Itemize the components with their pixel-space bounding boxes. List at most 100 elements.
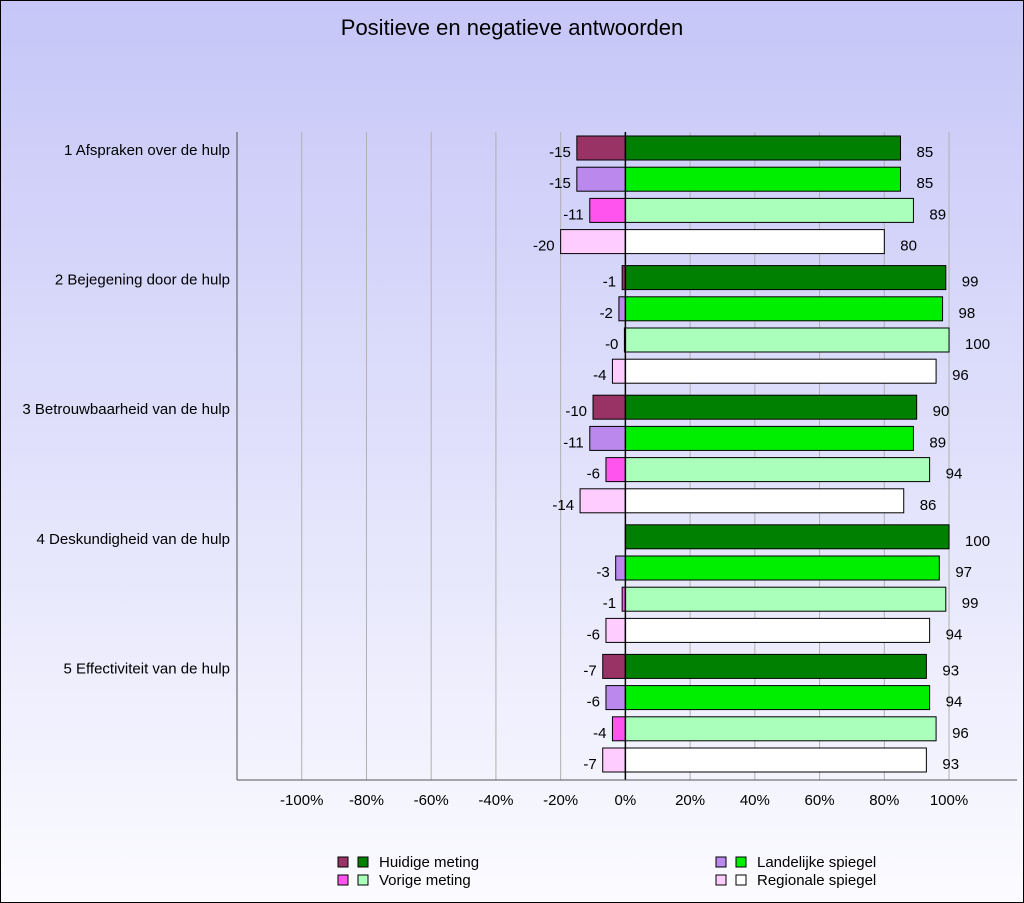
value-label: 89 <box>929 206 946 223</box>
value-label: -4 <box>593 725 606 742</box>
value-label: -20 <box>533 238 555 255</box>
value-label: 96 <box>952 725 969 742</box>
value-label: 93 <box>942 756 959 773</box>
value-label: 96 <box>952 367 969 384</box>
value-label: 86 <box>920 497 937 514</box>
value-label: 94 <box>946 466 963 483</box>
negative-bar <box>576 135 626 161</box>
legend-swatch <box>357 856 369 868</box>
category-label: 5 Effectiviteit van de hulp <box>64 660 231 677</box>
x-tick-label: 80% <box>869 792 899 809</box>
positive-bar <box>624 358 937 384</box>
positive-bar <box>624 685 931 711</box>
negative-bar <box>602 747 626 773</box>
value-label: 94 <box>946 626 963 643</box>
positive-bar <box>624 716 937 742</box>
negative-bar <box>576 166 626 192</box>
positive-bar <box>624 617 931 643</box>
legend-swatch <box>357 874 369 886</box>
legend-swatch <box>735 856 747 868</box>
negative-bar <box>605 685 626 711</box>
x-tick-label: 40% <box>740 792 770 809</box>
negative-bar <box>589 425 626 451</box>
x-tick-label: -40% <box>478 792 513 809</box>
value-label: 89 <box>929 434 946 451</box>
positive-bar <box>624 197 914 223</box>
negative-bar <box>615 555 626 581</box>
positive-bar <box>624 457 931 483</box>
legend-label: Huidige meting <box>379 854 479 871</box>
legend-label: Landelijke spiegel <box>757 854 876 871</box>
positive-bar <box>624 586 947 612</box>
negative-bar <box>611 716 626 742</box>
value-label: 94 <box>946 694 963 711</box>
positive-bar <box>624 747 927 773</box>
value-label: -0 <box>605 336 618 353</box>
category-label: 1 Afspraken over de hulp <box>64 142 230 159</box>
positive-bar <box>624 135 901 161</box>
value-label: 99 <box>962 595 979 612</box>
value-label: -6 <box>587 626 600 643</box>
positive-bar <box>624 166 901 192</box>
x-tick-label: 60% <box>805 792 835 809</box>
value-label: -11 <box>563 206 584 223</box>
negative-bar <box>605 457 626 483</box>
value-label: 99 <box>962 274 979 291</box>
positive-bar <box>624 296 944 322</box>
positive-bar <box>624 488 905 514</box>
legend-swatch <box>735 874 747 886</box>
value-label: -6 <box>587 694 600 711</box>
x-tick-label: -80% <box>349 792 384 809</box>
positive-bar <box>624 229 885 255</box>
x-tick-label: 0% <box>615 792 637 809</box>
x-tick-label: -20% <box>543 792 578 809</box>
category-label: 4 Deskundigheid van de hulp <box>37 531 230 548</box>
value-label: -14 <box>552 497 574 514</box>
x-tick-label: -60% <box>414 792 449 809</box>
legend-label: Vorige meting <box>379 872 471 889</box>
negative-bar <box>602 653 626 679</box>
value-label: 100 <box>965 533 990 550</box>
value-label: -7 <box>583 662 596 679</box>
value-label: -10 <box>565 403 587 420</box>
value-label: 85 <box>916 175 933 192</box>
positive-bar <box>624 524 950 550</box>
value-label: -11 <box>563 434 584 451</box>
value-label: -1 <box>603 274 616 291</box>
value-label: 80 <box>900 238 917 255</box>
value-label: 97 <box>955 564 972 581</box>
positive-bar <box>624 394 918 420</box>
value-label: 100 <box>965 336 990 353</box>
value-label: -2 <box>600 305 613 322</box>
negative-bar <box>618 296 626 322</box>
x-tick-label: 20% <box>675 792 705 809</box>
legend-label: Regionale spiegel <box>757 872 876 889</box>
negative-bar <box>579 488 626 514</box>
x-tick-label: 100% <box>930 792 968 809</box>
value-label: -7 <box>583 756 596 773</box>
negative-bar <box>592 394 626 420</box>
value-label: -15 <box>549 175 571 192</box>
value-label: 98 <box>959 305 976 322</box>
positive-bar <box>624 653 927 679</box>
legend-swatch <box>337 856 349 868</box>
negative-bar <box>589 197 626 223</box>
value-label: -3 <box>596 564 609 581</box>
value-label: 85 <box>916 144 933 161</box>
legend-swatch <box>715 874 727 886</box>
value-label: 90 <box>933 403 950 420</box>
value-label: -15 <box>549 144 571 161</box>
value-label: 93 <box>942 662 959 679</box>
value-label: -4 <box>593 367 606 384</box>
x-tick-label: -100% <box>280 792 323 809</box>
positive-bar <box>624 425 914 451</box>
negative-bar <box>605 617 626 643</box>
category-label: 2 Bejegening door de hulp <box>55 272 230 289</box>
chart-title: Positieve en negatieve antwoorden <box>341 15 683 40</box>
legend-swatch <box>715 856 727 868</box>
value-label: -6 <box>587 466 600 483</box>
positive-bar <box>624 555 940 581</box>
negative-bar <box>560 229 626 255</box>
positive-bar <box>624 327 950 353</box>
